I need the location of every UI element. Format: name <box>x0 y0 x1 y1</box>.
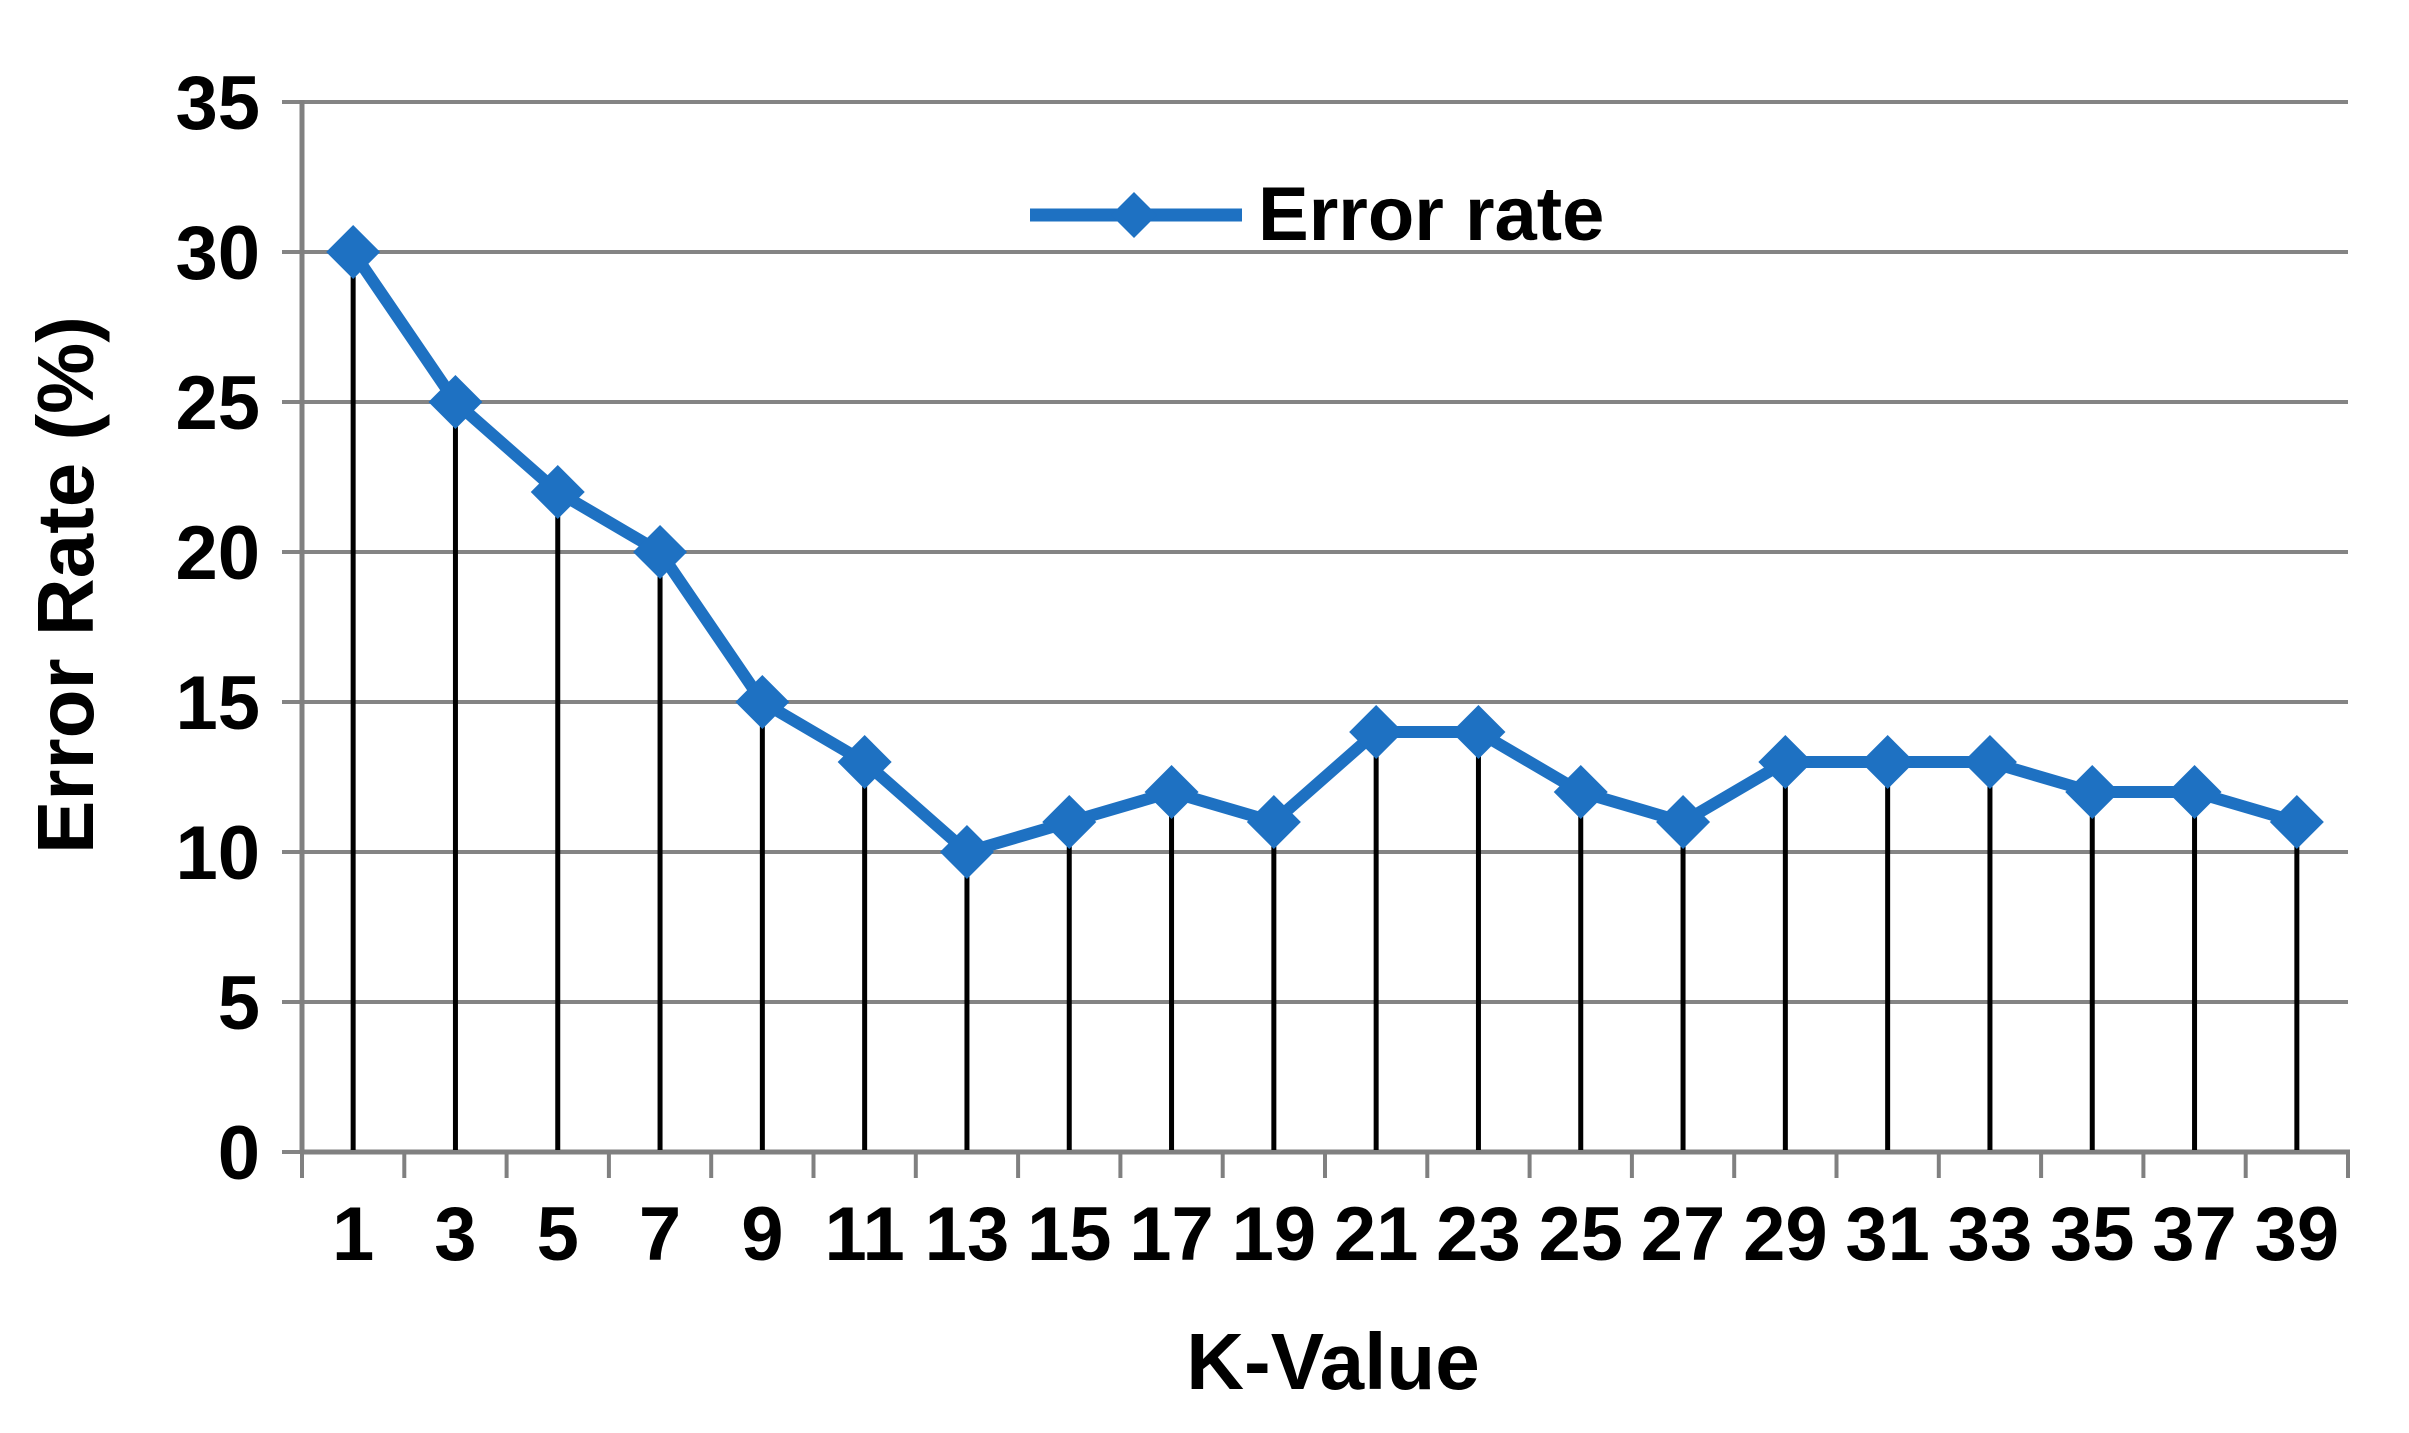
x-tick-label: 33 <box>1948 1192 2033 1277</box>
legend: Error rate <box>1030 172 1604 258</box>
x-tick-label: 29 <box>1743 1192 1828 1277</box>
x-tick-label: 7 <box>639 1192 681 1277</box>
y-tick-label: 15 <box>175 661 260 746</box>
x-tick-label: 1 <box>332 1192 374 1277</box>
data-point-marker <box>326 225 381 279</box>
data-point-marker <box>939 825 994 879</box>
data-point-marker <box>1860 735 1915 789</box>
y-axis-title: Error Rate (%) <box>21 316 110 854</box>
x-tick-label: 23 <box>1436 1192 1521 1277</box>
data-point-marker <box>633 525 688 579</box>
data-point-marker <box>1144 765 1199 819</box>
data-point-marker <box>1656 795 1711 849</box>
x-tick-label: 27 <box>1641 1192 1726 1277</box>
x-tick-label: 9 <box>741 1192 783 1277</box>
x-tick-label: 31 <box>1845 1192 1930 1277</box>
data-point-marker <box>1246 795 1301 849</box>
x-tick-label: 13 <box>925 1192 1010 1277</box>
data-point-marker <box>1349 705 1404 759</box>
data-point-marker <box>1758 735 1813 789</box>
y-tick-label: 0 <box>218 1111 260 1196</box>
y-tick-label: 30 <box>175 211 260 296</box>
x-tick-label: 25 <box>1538 1192 1623 1277</box>
data-point-marker <box>1553 765 1608 819</box>
x-tick-label: 5 <box>537 1192 579 1277</box>
data-point-marker <box>1042 795 1097 849</box>
legend-series-label: Error rate <box>1258 172 1605 257</box>
x-tick-label: 21 <box>1334 1192 1419 1277</box>
data-point-marker <box>1962 735 2017 789</box>
data-point-marker <box>2167 765 2222 819</box>
data-point-marker <box>735 675 790 729</box>
data-point-marker <box>530 465 585 519</box>
data-point-marker <box>428 375 483 429</box>
y-tick-label: 25 <box>175 361 260 446</box>
x-tick-label: 35 <box>2050 1192 2135 1277</box>
data-point-marker <box>1451 705 1506 759</box>
legend-line-marker-icon <box>1030 192 1242 238</box>
data-point-marker <box>2269 795 2324 849</box>
y-tick-label: 20 <box>175 511 260 596</box>
y-tick-label: 5 <box>218 961 260 1046</box>
x-tick-label: 37 <box>2152 1192 2237 1277</box>
data-point-marker <box>2065 765 2120 819</box>
x-tick-label: 3 <box>434 1192 476 1277</box>
data-point-marker <box>837 735 892 789</box>
y-tick-label: 10 <box>175 811 260 896</box>
y-tick-label: 35 <box>175 61 260 146</box>
x-tick-label: 15 <box>1027 1192 1112 1277</box>
x-tick-label: 39 <box>2255 1192 2340 1277</box>
x-tick-label: 17 <box>1129 1192 1214 1277</box>
x-tick-label: 19 <box>1232 1192 1317 1277</box>
x-axis-title: K-Value <box>1186 1317 1480 1406</box>
x-tick-label: 11 <box>824 1192 904 1277</box>
